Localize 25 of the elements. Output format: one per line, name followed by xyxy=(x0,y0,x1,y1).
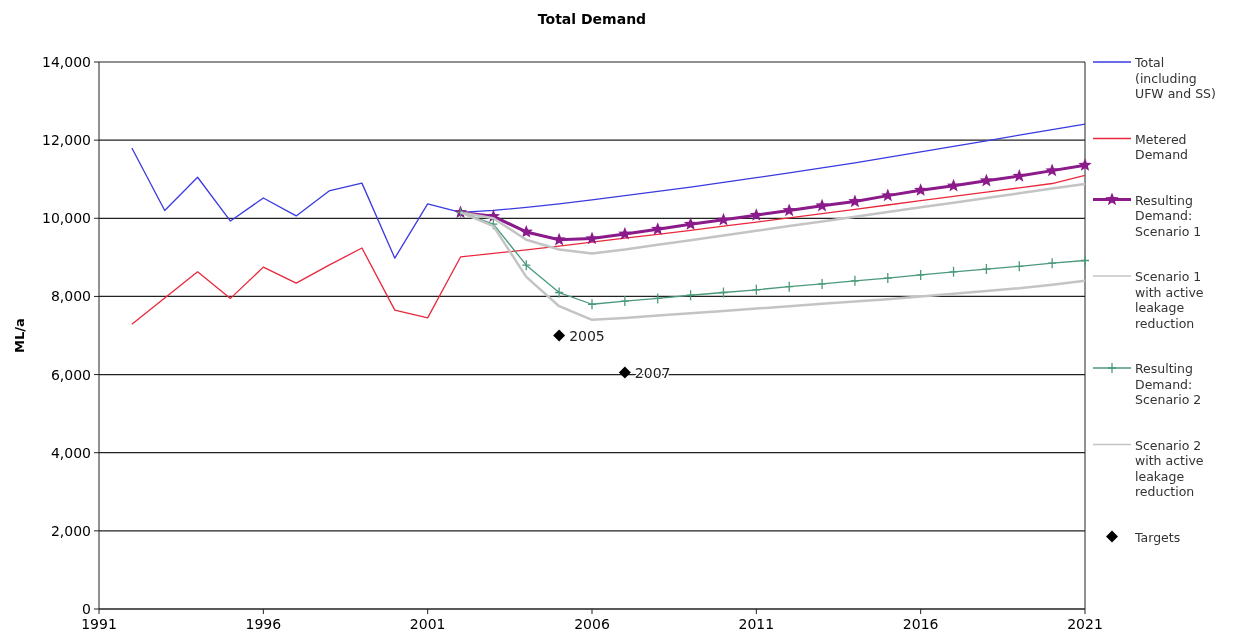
x-tick-label: 2006 xyxy=(574,616,610,632)
y-tick-label: 6,000 xyxy=(50,366,91,383)
x-tick-label: 2021 xyxy=(1067,616,1103,632)
chart-title: Total Demand xyxy=(537,11,647,27)
y-tick-label: 0 xyxy=(82,601,91,617)
legend-label: Scenario 1 with active leakage reduction xyxy=(1135,269,1204,331)
x-tick-label: 1996 xyxy=(245,616,282,632)
x-tick-label: 2011 xyxy=(738,616,775,632)
x-tick-label: 2001 xyxy=(409,616,446,632)
y-tick-label: 4,000 xyxy=(50,444,91,461)
legend-label: Metered Demand xyxy=(1135,131,1189,162)
y-tick-label: 2,000 xyxy=(50,522,91,539)
legend-label: Resulting Demand: Scenario 2 xyxy=(1135,361,1202,407)
y-tick-label: 14,000 xyxy=(42,54,91,70)
legend-label: Targets xyxy=(1134,529,1181,545)
y-tick-label: 12,000 xyxy=(42,132,91,149)
y-tick-label: 10,000 xyxy=(42,210,91,227)
x-tick-label: 1991 xyxy=(81,616,117,632)
legend-label: Scenario 2 with active leakage reduction xyxy=(1135,437,1204,499)
y-axis-title: ML/a xyxy=(12,318,27,353)
x-tick-label: 2016 xyxy=(902,616,939,632)
y-tick-label: 8,000 xyxy=(50,288,91,305)
legend-label: Resulting Demand: Scenario 1 xyxy=(1135,192,1202,239)
annotation: 2005 xyxy=(569,327,605,344)
legend-label: Total (including UFW and SS) xyxy=(1134,55,1216,101)
